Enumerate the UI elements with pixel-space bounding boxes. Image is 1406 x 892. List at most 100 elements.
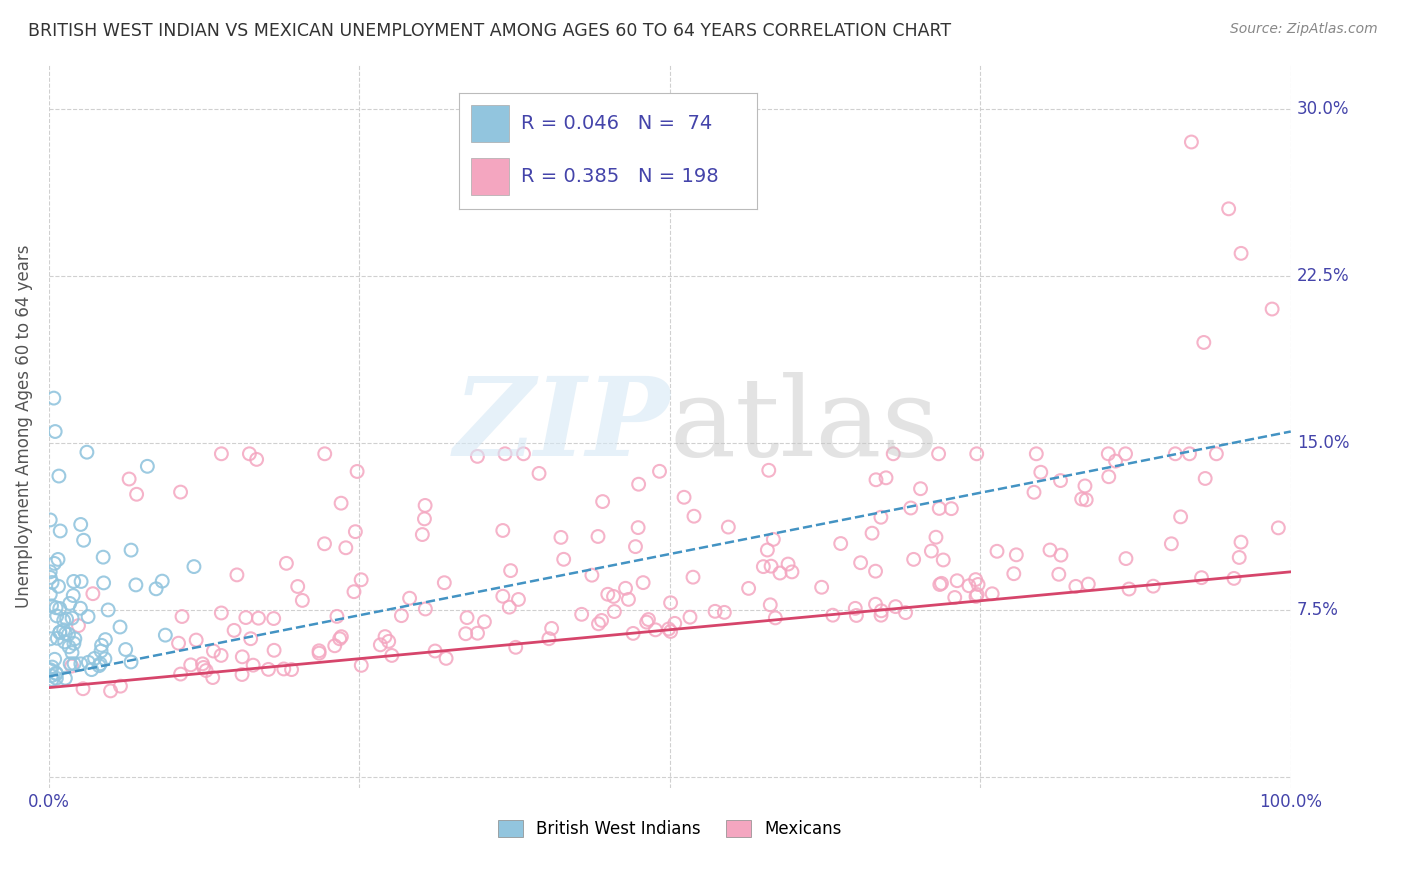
Point [118,472,141,486]
Point [1029,465,1052,479]
Point [474,615,496,629]
Point [91,550,114,565]
Point [870,608,893,623]
Point [603,605,626,619]
Point [55,626,77,640]
Point [344,524,367,539]
Point [1180,135,1202,149]
Point [932,553,955,567]
Point [456,610,478,624]
Point [263,611,285,625]
Point [492,589,515,603]
Point [756,543,779,558]
Point [41,599,63,613]
Point [1025,447,1047,461]
Point [508,592,530,607]
Point [769,566,792,580]
Point [411,527,433,541]
Point [201,671,224,685]
Point [865,597,887,611]
Point [90,644,112,658]
Point [870,604,893,618]
Point [46,632,69,646]
Point [209,447,232,461]
Point [527,467,550,481]
Point [287,580,309,594]
Point [169,485,191,500]
Text: Source: ZipAtlas.com: Source: ZipAtlas.com [1230,22,1378,37]
Point [193,660,215,674]
Point [434,651,457,665]
Point [60,646,83,660]
Point [308,644,330,658]
Point [239,632,262,646]
Point [45,671,67,685]
Point [343,584,366,599]
Point [39,565,62,579]
Point [865,473,887,487]
Point [1230,535,1253,549]
Point [42,391,65,405]
Point [114,642,136,657]
Point [63,636,86,650]
Point [63,632,86,646]
Point [52,614,75,628]
Point [591,614,613,628]
Point [1005,548,1028,562]
Point [90,638,112,652]
Point [186,633,208,648]
Point [39,663,62,677]
Point [553,552,575,566]
Point [323,639,346,653]
Point [865,564,887,578]
Point [39,632,62,646]
Point [93,575,115,590]
Point [614,582,637,596]
Point [80,663,103,677]
Text: BRITISH WEST INDIAN VS MEXICAN UNEMPLOYMENT AMONG AGES 60 TO 64 YEARS CORRELATIO: BRITISH WEST INDIAN VS MEXICAN UNEMPLOYM… [28,22,952,40]
Point [1230,246,1253,260]
Point [329,632,352,646]
Point [120,655,142,669]
Text: 15.0%: 15.0% [1296,434,1350,451]
Point [1115,551,1137,566]
Point [1022,485,1045,500]
Point [664,616,686,631]
Point [58,627,80,641]
Point [72,681,94,696]
Point [928,447,950,461]
Text: ZIP: ZIP [453,372,669,480]
Point [778,557,800,571]
Point [900,501,922,516]
Text: 22.5%: 22.5% [1296,267,1350,285]
Point [1194,471,1216,485]
Point [704,604,727,618]
Point [1070,491,1092,506]
Point [110,679,132,693]
Point [169,667,191,681]
Point [762,533,785,547]
Point [246,452,269,467]
Point [346,465,368,479]
Point [910,482,932,496]
Point [592,494,614,508]
Point [636,615,658,629]
Point [966,587,988,601]
Point [136,459,159,474]
Point [53,671,76,685]
Point [413,512,436,526]
Point [167,636,190,650]
Point [1205,447,1227,461]
Point [624,540,647,554]
Point [60,611,83,625]
Point [1049,474,1071,488]
Point [94,632,117,647]
Point [617,592,640,607]
Point [882,447,904,461]
Point [242,658,264,673]
Point [59,596,82,610]
Point [637,613,659,627]
Point [257,662,280,676]
Point [627,520,650,534]
Text: 7.5%: 7.5% [1296,600,1339,619]
